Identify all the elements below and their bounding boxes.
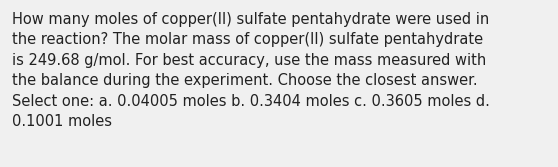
Text: How many moles of copper(II) sulfate pentahydrate were used in
the reaction? The: How many moles of copper(II) sulfate pen… xyxy=(12,12,490,129)
